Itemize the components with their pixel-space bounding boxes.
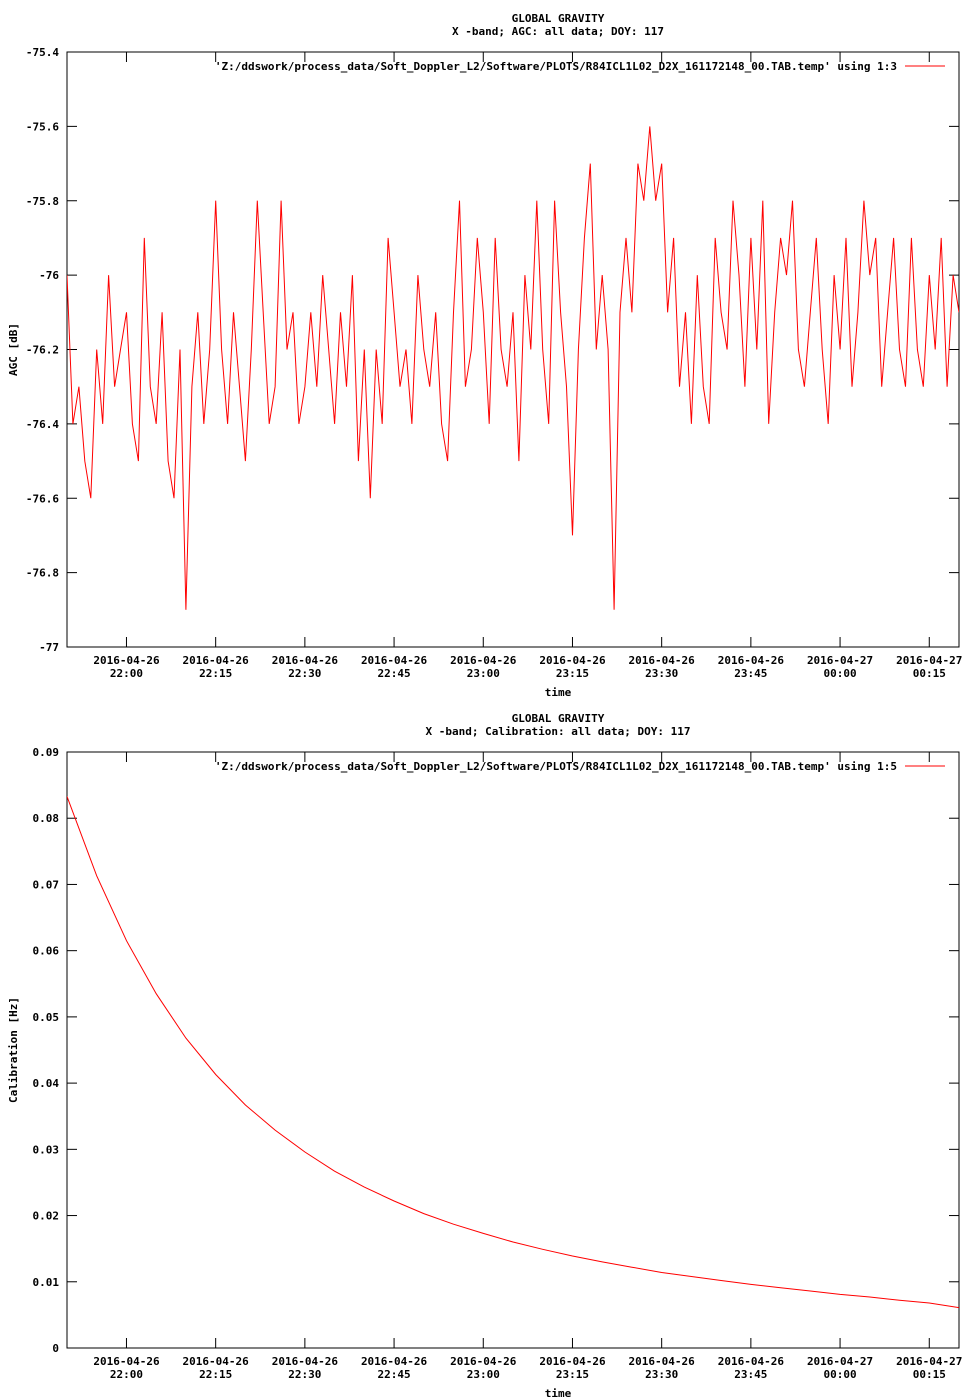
- chart-title: GLOBAL GRAVITY: [512, 712, 605, 725]
- x-tick-time: 23:15: [556, 1368, 589, 1381]
- y-axis-label: Calibration [Hz]: [7, 997, 20, 1103]
- y-tick-label: 0.02: [33, 1210, 60, 1223]
- x-tick-date: 2016-04-26: [361, 1355, 428, 1368]
- y-tick-label: -77: [39, 641, 59, 654]
- chart-subtitle: X -band; Calibration: all data; DOY: 117: [426, 725, 691, 738]
- x-tick-date: 2016-04-26: [450, 654, 517, 667]
- y-tick-label: -76.8: [26, 567, 59, 580]
- series-line-1: [67, 796, 959, 1309]
- x-axis-label: time: [545, 686, 572, 699]
- x-tick-time: 22:30: [288, 1368, 321, 1381]
- x-tick-date: 2016-04-26: [272, 1355, 339, 1368]
- y-tick-label: -75.6: [26, 120, 59, 133]
- x-tick-date: 2016-04-26: [183, 654, 250, 667]
- y-tick-label: -76.6: [26, 492, 59, 505]
- chart-title: GLOBAL GRAVITY: [512, 12, 605, 25]
- x-tick-date: 2016-04-26: [183, 1355, 250, 1368]
- x-tick-time: 22:00: [110, 667, 143, 680]
- x-tick-date: 2016-04-27: [896, 1355, 962, 1368]
- x-tick-date: 2016-04-26: [539, 1355, 606, 1368]
- x-tick-time: 00:00: [824, 1368, 857, 1381]
- x-tick-time: 23:30: [645, 1368, 678, 1381]
- legend-label: 'Z:/ddswork/process_data/Soft_Doppler_L2…: [215, 60, 897, 73]
- x-tick-time: 22:00: [110, 1368, 143, 1381]
- x-tick-time: 22:30: [288, 667, 321, 680]
- x-tick-date: 2016-04-27: [807, 1355, 873, 1368]
- x-tick-time: 00:15: [913, 1368, 946, 1381]
- x-tick-date: 2016-04-27: [807, 654, 873, 667]
- x-tick-time: 23:15: [556, 667, 589, 680]
- x-tick-date: 2016-04-26: [718, 654, 785, 667]
- plot-frame: [66, 51, 960, 648]
- y-tick-label: -76.4: [26, 418, 59, 431]
- x-tick-time: 23:45: [734, 1368, 767, 1381]
- y-tick-label: -75.8: [26, 195, 59, 208]
- y-tick-label: 0.04: [33, 1077, 60, 1090]
- x-tick-date: 2016-04-26: [272, 654, 339, 667]
- x-tick-time: 00:15: [913, 667, 946, 680]
- x-tick-date: 2016-04-26: [93, 654, 160, 667]
- x-tick-time: 22:15: [199, 1368, 232, 1381]
- x-tick-time: 22:45: [378, 667, 411, 680]
- plot-frame: [66, 751, 960, 1349]
- y-tick-label: 0.05: [33, 1011, 60, 1024]
- x-tick-date: 2016-04-27: [896, 654, 962, 667]
- y-tick-label: 0: [52, 1342, 59, 1355]
- x-tick-time: 23:30: [645, 667, 678, 680]
- x-tick-date: 2016-04-26: [539, 654, 606, 667]
- y-tick-label: 0.01: [33, 1276, 60, 1289]
- x-tick-time: 00:00: [824, 667, 857, 680]
- series-line-1: [67, 126, 959, 610]
- x-tick-time: 23:00: [467, 1368, 500, 1381]
- x-axis-label: time: [545, 1387, 572, 1400]
- y-axis-label: AGC [dB]: [7, 323, 20, 376]
- x-tick-date: 2016-04-26: [93, 1355, 160, 1368]
- chart-subtitle: X -band; AGC: all data; DOY: 117: [452, 25, 664, 38]
- x-tick-date: 2016-04-26: [450, 1355, 517, 1368]
- x-tick-date: 2016-04-26: [361, 654, 428, 667]
- x-tick-time: 22:15: [199, 667, 232, 680]
- x-tick-date: 2016-04-26: [629, 654, 696, 667]
- x-tick-date: 2016-04-26: [718, 1355, 785, 1368]
- y-tick-label: -76: [39, 269, 59, 282]
- x-tick-time: 23:00: [467, 667, 500, 680]
- x-tick-time: 22:45: [378, 1368, 411, 1381]
- y-tick-label: 0.07: [33, 878, 60, 891]
- legend-label: 'Z:/ddswork/process_data/Soft_Doppler_L2…: [215, 760, 897, 773]
- y-tick-label: 0.08: [33, 812, 60, 825]
- x-tick-time: 23:45: [734, 667, 767, 680]
- y-tick-label: 0.06: [33, 945, 60, 958]
- y-tick-label: 0.03: [33, 1143, 60, 1156]
- y-tick-label: -76.2: [26, 344, 59, 357]
- y-tick-label: -75.4: [26, 46, 59, 59]
- x-tick-date: 2016-04-26: [629, 1355, 696, 1368]
- y-tick-label: 0.09: [33, 746, 60, 759]
